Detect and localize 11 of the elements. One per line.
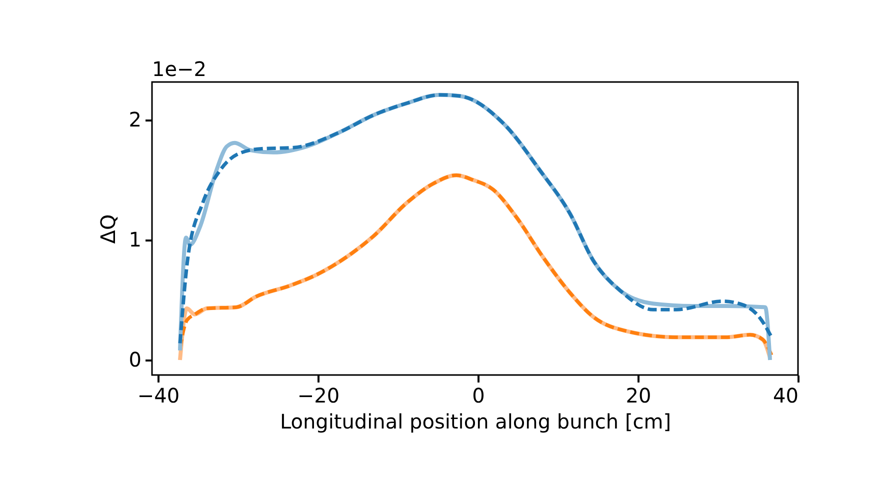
x-tick-label: −40 <box>137 384 180 408</box>
x-axis-title: Longitudinal position along bunch [cm] <box>280 410 672 434</box>
x-tick-label: 20 <box>626 384 652 408</box>
x-tick-label: −20 <box>297 384 340 408</box>
y-tick-label: 0 <box>128 348 142 372</box>
y-tick-label: 2 <box>128 108 142 132</box>
x-tick-label: 40 <box>773 384 798 408</box>
text: 1e−2 <box>152 57 207 81</box>
y-axis-title: ΔQ <box>96 214 120 244</box>
x-tick-label: 0 <box>472 384 485 408</box>
y-tick-label: 1 <box>128 228 142 252</box>
